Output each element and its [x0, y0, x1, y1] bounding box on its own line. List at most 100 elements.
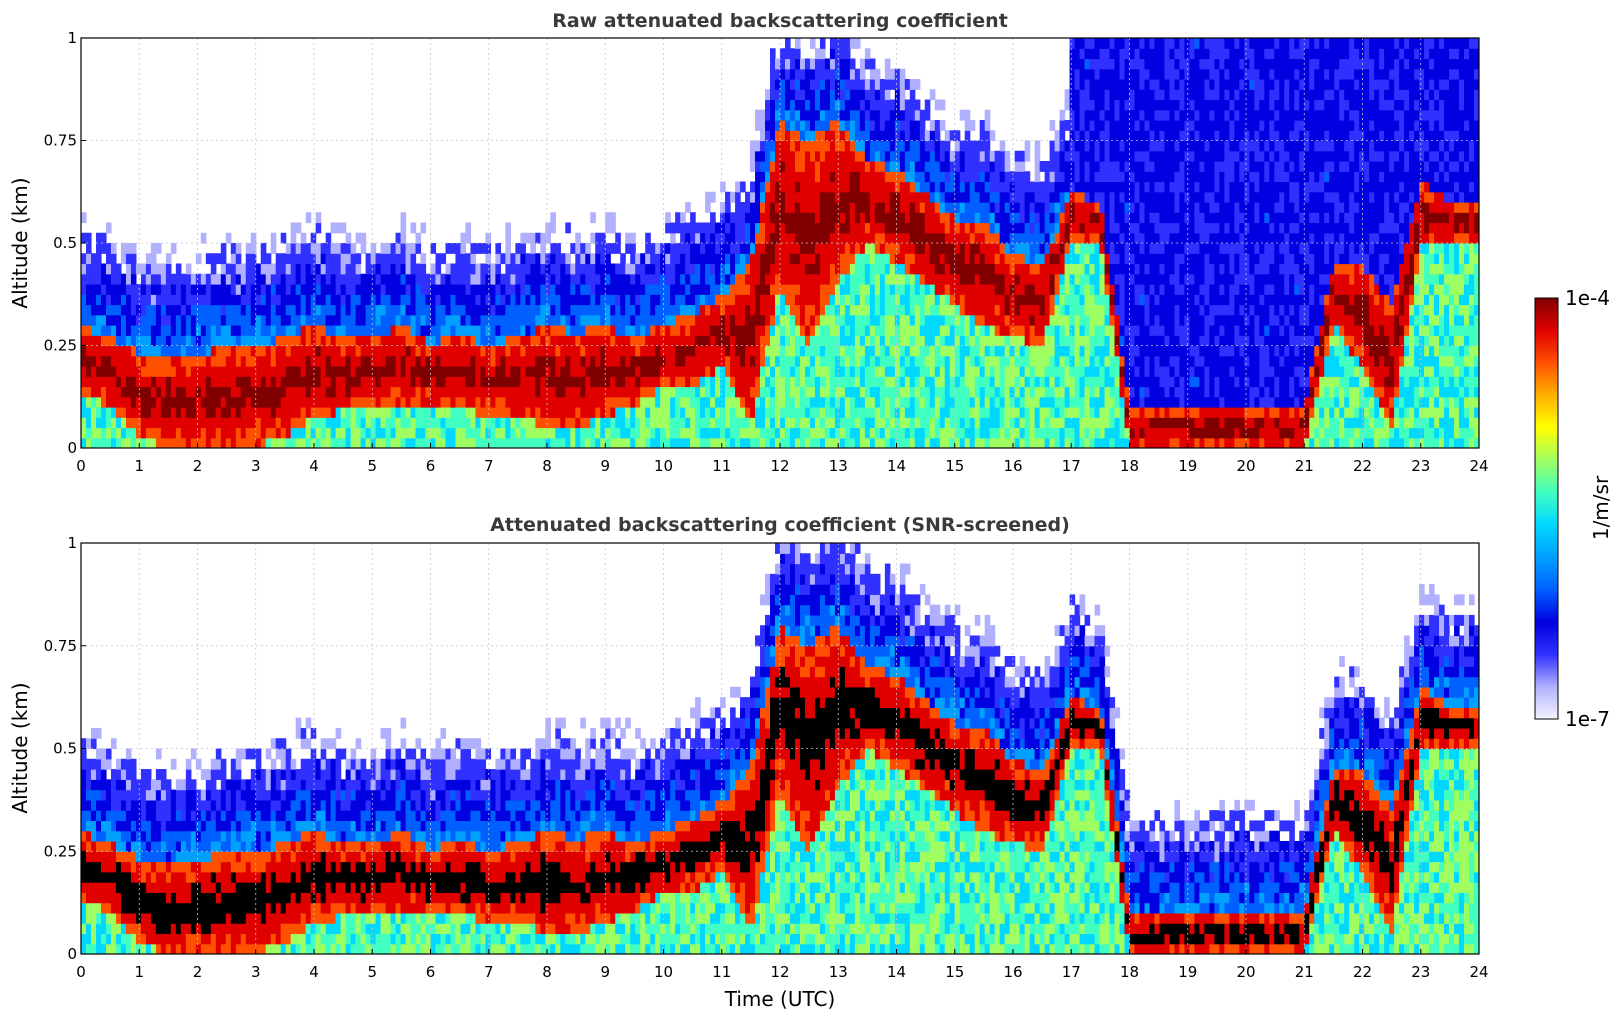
heatmap-cell — [854, 437, 861, 448]
heatmap-cell — [305, 253, 312, 265]
heatmap-cell — [780, 366, 786, 377]
heatmap-cell — [770, 376, 776, 388]
heatmap-cell — [1049, 171, 1056, 183]
heatmap-cell — [660, 345, 666, 357]
heatmap-cell — [105, 376, 112, 388]
heatmap-cell — [869, 181, 876, 193]
heatmap-cell — [804, 335, 811, 347]
heatmap-cell — [195, 376, 202, 388]
heatmap-cell — [310, 335, 317, 347]
heatmap-cell — [819, 48, 826, 60]
heatmap-cell — [994, 355, 1001, 367]
heatmap-cell — [884, 376, 891, 388]
heatmap-cell — [894, 376, 901, 388]
heatmap-cell — [775, 407, 781, 418]
heatmap-cell — [949, 417, 956, 429]
heatmap-cell — [705, 345, 711, 357]
heatmap-cell — [784, 335, 791, 347]
heatmap-cell — [81, 355, 87, 367]
heatmap-cell — [580, 366, 586, 377]
heatmap-cell — [240, 437, 247, 448]
heatmap-cell — [615, 284, 621, 295]
heatmap-cell — [1059, 212, 1066, 224]
heatmap-cell — [125, 396, 132, 408]
heatmap-cell — [999, 407, 1006, 418]
heatmap-cell — [824, 202, 831, 213]
heatmap-cell — [854, 109, 861, 121]
heatmap-cell — [395, 263, 402, 275]
heatmap-cell — [355, 263, 362, 275]
heatmap-cell — [819, 140, 826, 152]
heatmap-cell — [869, 232, 876, 244]
heatmap-cell — [255, 355, 262, 367]
heatmap-cell — [90, 355, 97, 367]
heatmap-cell — [290, 376, 297, 388]
heatmap-cell — [555, 273, 561, 285]
heatmap-cell — [425, 273, 432, 285]
heatmap-cell — [495, 417, 501, 429]
heatmap-cell — [919, 150, 926, 162]
heatmap-cell — [770, 232, 776, 244]
heatmap-cell — [425, 417, 432, 429]
heatmap-cell — [380, 396, 387, 408]
heatmap-cell — [934, 130, 941, 142]
heatmap-cell — [1019, 263, 1026, 275]
heatmap-cell — [265, 345, 272, 357]
heatmap-cell — [730, 437, 736, 448]
heatmap-cell — [804, 273, 811, 285]
heatmap-cell — [550, 294, 556, 306]
heatmap-cell — [730, 386, 736, 398]
heatmap-cell — [755, 140, 761, 152]
heatmap-cell — [765, 355, 771, 367]
heatmap-cell — [984, 243, 991, 254]
heatmap-cell — [964, 304, 971, 316]
heatmap-cell — [345, 407, 352, 418]
heatmap-cell — [585, 304, 591, 316]
heatmap-cell — [160, 263, 167, 275]
heatmap-cell — [849, 355, 856, 367]
heatmap-cell — [145, 417, 152, 429]
heatmap-cell — [405, 294, 412, 306]
heatmap-cell — [285, 427, 292, 439]
heatmap-cell — [85, 284, 92, 295]
heatmap-cell — [864, 335, 871, 347]
heatmap-cell — [535, 396, 541, 408]
heatmap-cell — [1074, 345, 1081, 357]
heatmap-cell — [330, 294, 337, 306]
heatmap-cell — [385, 396, 392, 408]
heatmap-cell — [710, 253, 716, 265]
heatmap-cell — [150, 366, 157, 377]
heatmap-cell — [315, 212, 322, 224]
heatmap-cell — [565, 304, 571, 316]
heatmap-cell — [285, 284, 292, 295]
heatmap-cell — [370, 253, 377, 265]
heatmap-cell — [814, 314, 821, 326]
heatmap-cell — [735, 386, 741, 398]
heatmap-cell — [315, 335, 322, 347]
heatmap-cell — [939, 150, 946, 162]
heatmap-cell — [750, 366, 756, 377]
heatmap-cell — [515, 273, 521, 285]
heatmap-cell — [450, 304, 457, 316]
heatmap-cell — [909, 294, 916, 306]
heatmap-cell — [1044, 273, 1051, 285]
heatmap-cell — [490, 294, 496, 306]
heatmap-cell — [300, 366, 307, 377]
heatmap-cell — [320, 396, 327, 408]
heatmap-cell — [899, 161, 906, 172]
heatmap-cell — [170, 273, 177, 285]
heatmap-cell — [565, 366, 571, 377]
heatmap-cell — [829, 437, 836, 448]
heatmap-cell — [210, 335, 217, 347]
heatmap-cell — [824, 109, 831, 121]
heatmap-cell — [460, 314, 467, 326]
heatmap-cell — [974, 407, 981, 418]
heatmap-cell — [824, 232, 831, 244]
heatmap-cell — [550, 222, 556, 234]
heatmap-cell — [595, 407, 601, 418]
heatmap-cell — [620, 355, 626, 367]
heatmap-cell — [625, 407, 631, 418]
heatmap-cell — [964, 202, 971, 213]
heatmap-cell — [290, 427, 297, 439]
heatmap-cell — [894, 284, 901, 295]
